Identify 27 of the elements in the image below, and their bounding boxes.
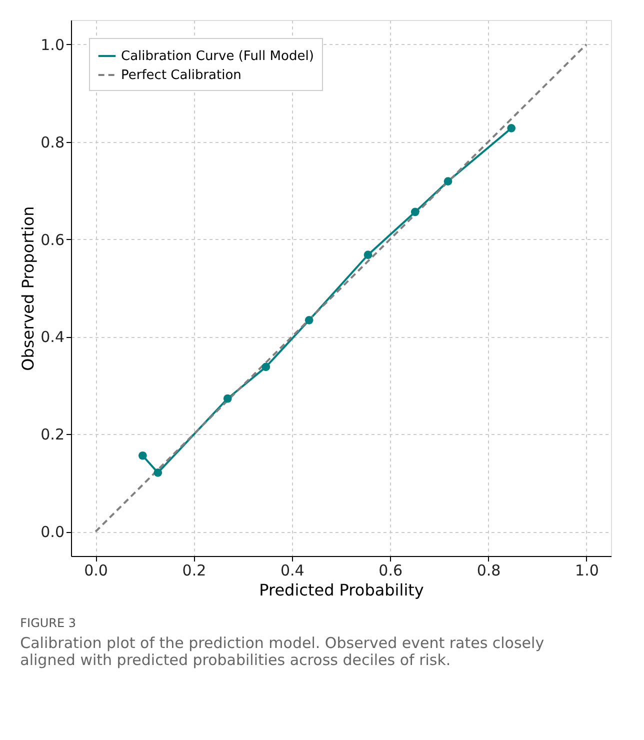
point bbox=[262, 362, 270, 372]
text: Calibration plot of the prediction model. Observed event rates closely aligned with predicted probabilities across deciles of risk. bbox=[20, 634, 544, 669]
legend-label: Calibration Curve (Full Model) bbox=[121, 49, 314, 64]
x-axis-title: Predicted Probability bbox=[259, 580, 424, 600]
x-tick-label: 0.6 bbox=[378, 562, 403, 580]
x-tick-label: 0.4 bbox=[280, 562, 304, 580]
x-tick-label: 0.2 bbox=[182, 562, 206, 580]
legend-label: Perfect Calibration bbox=[121, 68, 242, 83]
y-tick-label: 0.6 bbox=[40, 230, 64, 249]
y-tick-label: 0.0 bbox=[40, 523, 64, 542]
point bbox=[444, 177, 452, 186]
point bbox=[507, 124, 516, 132]
x-tick-label: 0.8 bbox=[476, 562, 501, 580]
caption: FIGURE 3 bbox=[20, 616, 76, 630]
point bbox=[138, 451, 147, 460]
point bbox=[410, 208, 420, 216]
x-tick-label: 0.0 bbox=[84, 562, 108, 580]
x-tick-label: 1.0 bbox=[575, 562, 599, 580]
point bbox=[223, 394, 232, 403]
y-axis-title: Observed Proportion bbox=[18, 206, 38, 371]
y-tick-label: 0.2 bbox=[40, 426, 64, 444]
y-tick-label: 0.8 bbox=[40, 133, 64, 152]
point bbox=[304, 316, 314, 324]
y-tick-label: 0.4 bbox=[40, 328, 64, 346]
point bbox=[364, 250, 372, 260]
y-tick-label: 1.0 bbox=[40, 36, 64, 54]
point bbox=[154, 468, 162, 477]
